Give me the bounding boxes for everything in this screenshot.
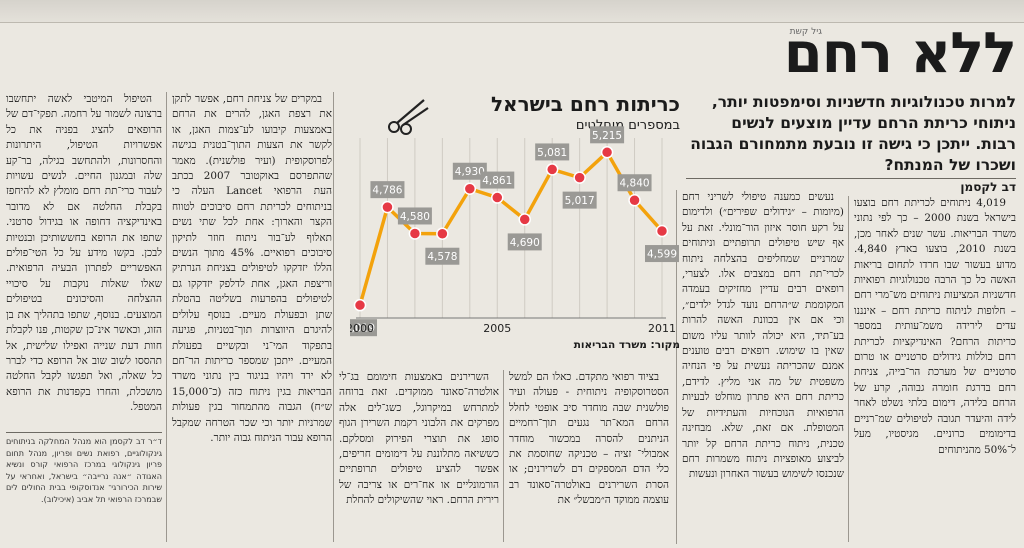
data-label: 4,578 bbox=[427, 251, 457, 263]
data-point bbox=[518, 213, 531, 226]
data-label: 4,599 bbox=[647, 249, 677, 261]
headline: ללא רחם bbox=[783, 21, 1017, 86]
data-label: 4,840 bbox=[620, 178, 650, 190]
data-point bbox=[463, 182, 477, 195]
column-6: הטיפול המיטבי לאשה יתחשבו ברצונה לשמור ע… bbox=[6, 92, 162, 428]
column-6-text: הטיפול המיטבי לאשה יתחשבו ברצונה לשמור ע… bbox=[6, 93, 162, 414]
column-separator bbox=[676, 190, 677, 544]
data-label-box bbox=[452, 162, 487, 180]
data-label-box bbox=[562, 191, 597, 209]
data-label: 4,019 bbox=[350, 323, 375, 335]
data-point bbox=[491, 191, 504, 204]
data-point bbox=[600, 146, 614, 159]
data-point bbox=[628, 193, 641, 207]
column-separator bbox=[848, 196, 849, 542]
data-point bbox=[353, 298, 367, 312]
column-4-text: השרירנים באמצעות חימומם בג־לי אולטרה־סאו… bbox=[339, 371, 499, 507]
data-label-box bbox=[480, 171, 515, 189]
data-label: 4,930 bbox=[455, 166, 485, 178]
data-label: 5,081 bbox=[537, 147, 567, 159]
top-strip bbox=[0, 0, 1024, 23]
column-separator bbox=[166, 92, 167, 542]
data-label: 4,580 bbox=[400, 211, 430, 223]
data-label-box bbox=[507, 233, 542, 251]
data-point bbox=[381, 200, 394, 214]
column-5: במקרים של צניחת רחם, אפשר לתקן את רצפת ה… bbox=[172, 92, 332, 544]
deck: למרות טכנולוגיות חדשניות וסימפטות יותר, … bbox=[690, 93, 1016, 174]
data-label: 4,861 bbox=[482, 175, 512, 187]
data-point bbox=[545, 163, 559, 176]
column-4: השרירנים באמצעות חימומם בג־לי אולטרה־סאו… bbox=[339, 370, 499, 544]
column-separator bbox=[333, 92, 334, 542]
data-label-box bbox=[617, 174, 652, 192]
column-2: נעשים כמענה טיפולי לשריני רחם (מיומות – … bbox=[682, 190, 844, 544]
column-separator bbox=[503, 370, 504, 542]
data-point bbox=[655, 224, 669, 238]
chart-title: כריתות רחם בישראל bbox=[490, 92, 680, 116]
chart: כריתות רחם בישראל במספרים מוחלטים 4,0194… bbox=[350, 92, 680, 352]
column-5-text: במקרים של צניחת רחם, אפשר לתקן את רצפת ה… bbox=[172, 93, 332, 444]
data-label: 5,017 bbox=[565, 195, 595, 207]
data-point bbox=[573, 171, 586, 184]
x-tick-label: 2000 bbox=[350, 322, 374, 335]
author-note: ד״ר דב לקסמן הוא מנהל המחלקה בניתוחים גי… bbox=[6, 437, 162, 504]
data-point bbox=[408, 227, 422, 240]
x-tick-label: 2005 bbox=[483, 322, 511, 335]
data-label-box bbox=[590, 126, 625, 144]
data-label: 4,690 bbox=[510, 237, 540, 249]
data-label-box bbox=[535, 143, 570, 161]
chart-source: מקור: משרד הבריאות bbox=[573, 339, 680, 351]
byline-rule bbox=[686, 178, 1016, 179]
data-label-box bbox=[645, 245, 679, 263]
data-label-box bbox=[350, 319, 377, 337]
column-1-text: 4,019 ניתוחים לכריתת רחם בוצעו בישראל בש… bbox=[854, 197, 1016, 456]
data-point bbox=[436, 227, 449, 240]
column-3-text: בציוד רפואי מתקדם. כאלו הם למשל הסטרוסקו… bbox=[509, 371, 669, 507]
footnote-rule bbox=[6, 432, 162, 433]
data-label-box bbox=[397, 207, 432, 225]
x-tick-label: 2011 bbox=[648, 322, 676, 335]
kicker: גיל קשת bbox=[789, 27, 822, 37]
column-1: 4,019 ניתוחים לכריתת רחם בוצעו בישראל בש… bbox=[854, 196, 1016, 544]
data-label-box bbox=[370, 181, 405, 199]
column-3: בציוד רפואי מתקדם. כאלו הם למשל הסטרוסקו… bbox=[509, 370, 669, 544]
column-2-text: נעשים כמענה טיפולי לשריני רחם (מיומות – … bbox=[682, 191, 844, 481]
data-label: 4,786 bbox=[372, 185, 402, 197]
series-line bbox=[358, 150, 664, 306]
scissors-icon bbox=[388, 99, 429, 135]
data-label-box bbox=[425, 247, 460, 265]
byline: דב לקסמן bbox=[960, 180, 1016, 194]
data-label: 5,215 bbox=[592, 130, 622, 142]
